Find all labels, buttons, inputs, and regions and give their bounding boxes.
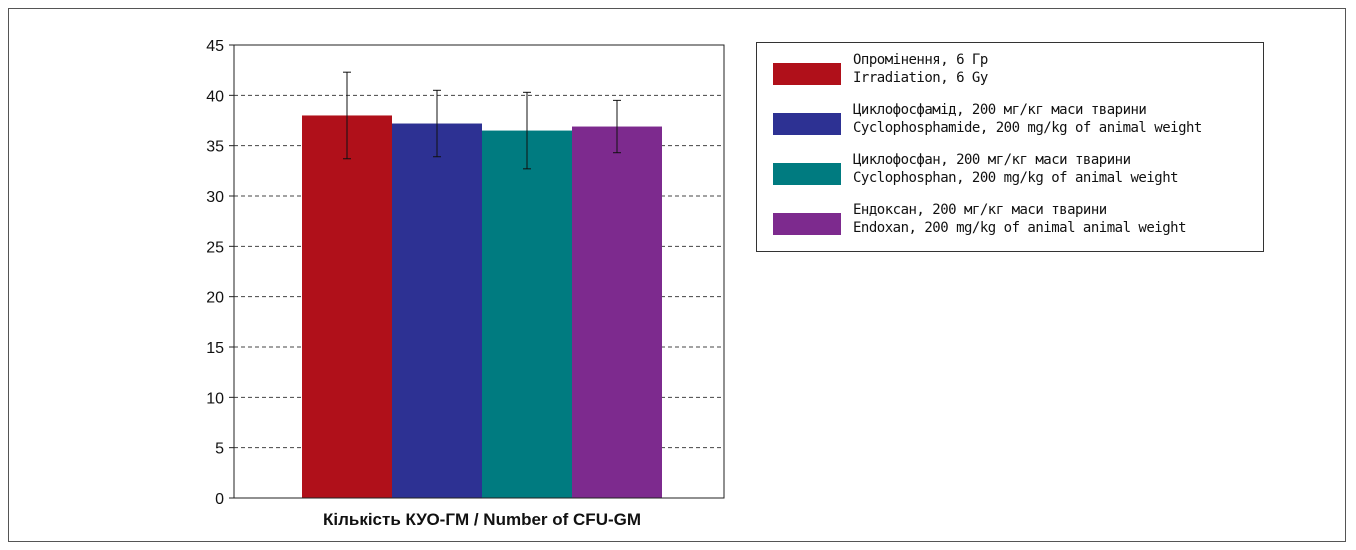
bars	[302, 115, 662, 499]
legend-item: Ендоксан, 200 мг/кг маси тварини Endoxan,…	[773, 201, 1253, 245]
bar	[392, 123, 482, 499]
legend-label-en: Irradiation, 6 Gy	[853, 70, 988, 86]
legend-label: Ендоксан, 200 мг/кг маси тварини Endoxan,…	[853, 201, 1187, 237]
plot-area	[233, 44, 725, 499]
legend-item: Циклофосфамід, 200 мг/кг маси тварини Cyc…	[773, 101, 1253, 145]
y-tick-label: 45	[206, 38, 224, 55]
legend-label-en: Cyclophosphamide, 200 mg/kg of animal we…	[853, 120, 1202, 136]
y-tick-label: 35	[206, 139, 224, 156]
legend-label: Циклофосфамід, 200 мг/кг маси тварини Cyc…	[853, 101, 1202, 137]
y-tick-label: 30	[206, 189, 224, 206]
legend-label-uk: Циклофосфан, 200 мг/кг маси тварини	[853, 152, 1131, 168]
axes: 0 5 10 15 20 25 30 35 40 45	[206, 38, 725, 508]
y-tick-label: 15	[206, 340, 224, 357]
bar	[302, 115, 392, 498]
legend-label-en: Cyclophosphan, 200 mg/kg of animal weigh…	[853, 170, 1179, 186]
legend-swatch	[773, 113, 841, 135]
legend-swatch	[773, 213, 841, 235]
y-tick-label: 20	[206, 290, 224, 307]
y-tick-label: 40	[206, 88, 224, 105]
legend-item: Циклофосфан, 200 мг/кг маси тварини Cyclo…	[773, 151, 1253, 195]
error-bars	[343, 71, 621, 170]
legend-swatch	[773, 63, 841, 85]
y-tick-label: 0	[215, 491, 224, 508]
legend-item: Опромінення, 6 Гр Irradiation, 6 Gy	[773, 51, 1253, 95]
legend: Опромінення, 6 Гр Irradiation, 6 Gy Циклоф…	[756, 42, 1264, 252]
bar	[572, 126, 662, 498]
legend-label-en: Endoxan, 200 mg/kg of animal animal weig…	[853, 220, 1187, 236]
legend-label: Опромінення, 6 Гр Irradiation, 6 Gy	[853, 51, 988, 87]
y-tick-label: 5	[215, 441, 224, 458]
legend-label: Циклофосфан, 200 мг/кг маси тварини Cyclo…	[853, 151, 1179, 187]
legend-label-uk: Циклофосфамід, 200 мг/кг маси тварини	[853, 102, 1147, 118]
y-tick-label: 10	[206, 390, 224, 407]
legend-label-uk: Ендоксан, 200 мг/кг маси тварини	[853, 202, 1107, 218]
legend-label-uk: Опромінення, 6 Гр	[853, 52, 988, 68]
y-tick-label: 25	[206, 239, 224, 256]
x-axis-label: Кількість КУО-ГМ / Number of CFU-GM	[323, 510, 641, 529]
legend-swatch	[773, 163, 841, 185]
bar	[482, 130, 572, 499]
